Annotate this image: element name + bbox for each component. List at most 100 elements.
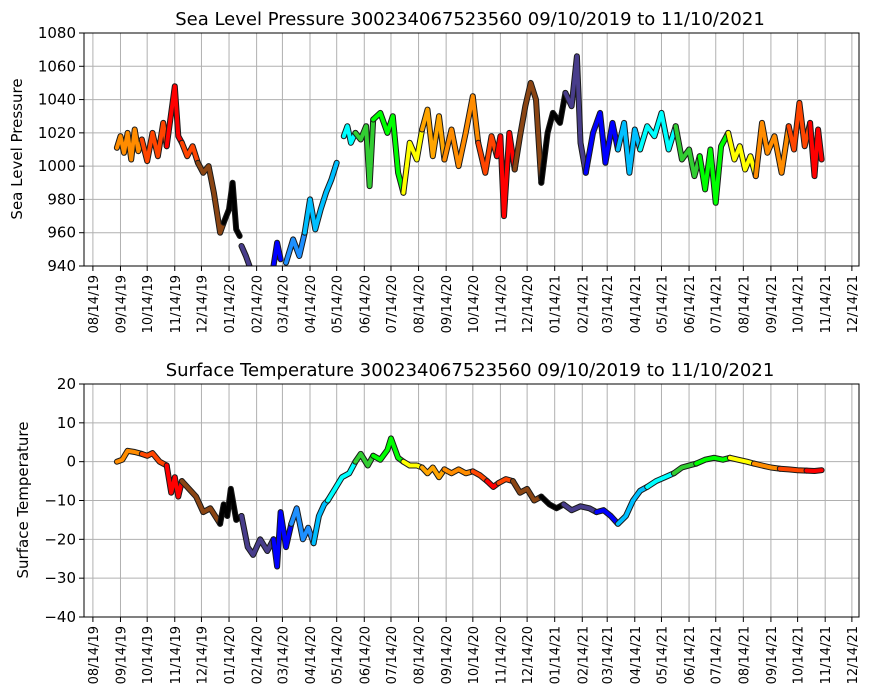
temperature-series-line-27 [752, 461, 782, 471]
temperature-x-tick-label: 11/14/20 [494, 626, 509, 684]
pressure-panel: Sea Level Pressure 300234067523560 09/10… [8, 9, 861, 333]
temperature-series-line-24 [671, 461, 699, 476]
temperature-x-tick-label: 08/14/21 [737, 626, 752, 684]
temperature-series-line-2 [164, 463, 184, 499]
temperature-x-tick-label: 07/14/20 [385, 626, 400, 684]
pressure-series-line-22 [615, 120, 643, 175]
temperature-x-tick-label: 03/14/20 [276, 626, 291, 684]
pressure-x-tick-label: 09/14/21 [765, 275, 780, 333]
pressure-x-tick-label: 04/14/21 [629, 275, 644, 333]
pressure-series-line-11 [353, 117, 376, 189]
temperature-x-tick-label: 10/14/21 [792, 626, 807, 684]
pressure-y-tick-label: 940 [47, 257, 76, 275]
pressure-series-line-14 [420, 107, 447, 162]
temperature-series-line-1 [139, 451, 169, 468]
temperature-x-tick-label: 12/14/21 [846, 626, 861, 684]
temperature-y-tick-label: −10 [44, 492, 76, 510]
temperature-x-tick-label: 08/14/19 [87, 626, 102, 684]
temperature-x-tick-label: 11/14/21 [819, 626, 834, 684]
pressure-series-line-26 [726, 130, 758, 179]
temperature-x-tick-label: 02/14/21 [576, 626, 591, 684]
temperature-series-line-4 [218, 486, 244, 526]
pressure-series-line-9 [302, 160, 339, 235]
temperature-axes: −40 −30 −20 −10 0 10 20 08/14/19 09/14/19 10/14/1… [44, 375, 861, 684]
temperature-x-tick-label: 06/14/21 [683, 626, 698, 684]
pressure-x-tick-label: 12/14/20 [521, 275, 536, 333]
temperature-x-tick-label: 08/14/20 [413, 626, 428, 684]
pressure-x-tick-label: 11/14/21 [819, 275, 834, 333]
temperature-series-line-7 [289, 506, 316, 546]
pressure-x-tick-label: 08/14/21 [737, 275, 752, 333]
pressure-series-line-8 [284, 230, 307, 265]
temperature-series-line-23 [645, 471, 676, 489]
temperature-series-line-11 [371, 436, 406, 464]
temperature-series-line-9 [325, 459, 358, 503]
temperature-series [113, 435, 825, 570]
temperature-series-line-19 [539, 494, 566, 511]
temperature-series-line-10 [353, 451, 376, 468]
pressure-x-tick-label: 02/14/21 [576, 275, 591, 333]
pressure-series-line-17 [494, 130, 517, 219]
temperature-y-tick-label: 20 [57, 375, 76, 393]
pressure-axes-frame [83, 32, 860, 267]
temperature-panel: Surface Temperature 300234067523560 09/1… [14, 360, 861, 684]
pressure-x-tick-label: 09/14/20 [440, 275, 455, 333]
pressure-axes: 940 960 980 1000 1020 1040 1060 1080 08/14/19 09/… [38, 24, 861, 333]
temperature-series-line-25 [694, 455, 732, 466]
pressure-x-tick-label: 10/14/21 [792, 275, 807, 333]
temperature-x-tick-label: 03/14/21 [601, 626, 616, 684]
pressure-series-line-19 [539, 90, 568, 185]
pressure-series-line-12 [371, 110, 406, 195]
pressure-y-tick-label: 1040 [38, 91, 76, 109]
temperature-x-tick-label: 04/14/20 [304, 626, 319, 684]
pressure-series-line-28 [786, 100, 813, 152]
pressure-series-line-18 [512, 80, 544, 185]
temperature-x-tick-label: 11/14/19 [169, 626, 184, 684]
pressure-x-tick-label: 03/14/21 [601, 275, 616, 333]
pressure-x-tick-label: 09/14/19 [114, 275, 129, 333]
pressure-series-line-2 [164, 84, 184, 149]
pressure-x-tick-label: 06/14/20 [358, 275, 373, 333]
temperature-x-tick-label: 04/14/21 [629, 626, 644, 684]
pressure-series-line-6 [239, 244, 252, 266]
temperature-y-axis-label: Surface Temperature [14, 422, 32, 579]
pressure-series-line-10 [341, 124, 358, 145]
temperature-y-tick-label: 0 [66, 453, 76, 471]
pressure-y-tick-label: 1000 [38, 157, 76, 175]
temperature-series-line-5 [239, 514, 276, 557]
temperature-series-line-21 [594, 508, 620, 526]
pressure-series-line-16 [476, 134, 499, 175]
temperature-x-tick-label: 01/14/21 [549, 626, 564, 684]
pressure-x-tick-label: 08/14/20 [413, 275, 428, 333]
pressure-series-line-20 [563, 54, 588, 175]
pressure-x-tick-label: 03/14/20 [276, 275, 291, 333]
pressure-series-line-7 [271, 240, 283, 266]
temperature-series-line-0 [114, 448, 144, 464]
pressure-x-tick-label: 10/14/20 [467, 275, 482, 333]
temperature-series-line-29 [804, 468, 824, 473]
pressure-series-line-4 [195, 160, 226, 235]
pressure-series-line-13 [401, 127, 425, 195]
temperature-x-tick-label: 06/14/20 [358, 626, 373, 684]
pressure-series-line-25 [697, 130, 731, 205]
pressure-x-tick-label: 01/14/21 [549, 275, 564, 333]
pressure-y-axis-label: Sea Level Pressure [8, 78, 26, 219]
temperature-series-line-22 [615, 484, 650, 526]
pressure-series-line-23 [638, 110, 678, 152]
temperature-y-tick-label: −40 [44, 608, 76, 626]
pressure-series-line-27 [753, 120, 791, 179]
temperature-x-tick-label: 09/14/19 [114, 626, 129, 684]
pressure-series-line-0 [114, 127, 144, 162]
temperature-series-line-6 [271, 510, 294, 569]
pressure-series-line-29 [808, 120, 824, 179]
temperature-series-line-28 [777, 466, 809, 473]
temperature-x-tick-label: 01/14/20 [223, 626, 238, 684]
pressure-x-tick-label: 11/14/20 [494, 275, 509, 333]
pressure-y-tick-label: 960 [47, 224, 76, 242]
temperature-y-tick-label: −30 [44, 569, 76, 587]
temperature-series-line-26 [728, 455, 756, 466]
temperature-x-tick-label: 02/14/20 [251, 626, 266, 684]
temperature-x-tick-label: 12/14/19 [195, 626, 210, 684]
pressure-y-tick-label: 980 [47, 190, 76, 208]
